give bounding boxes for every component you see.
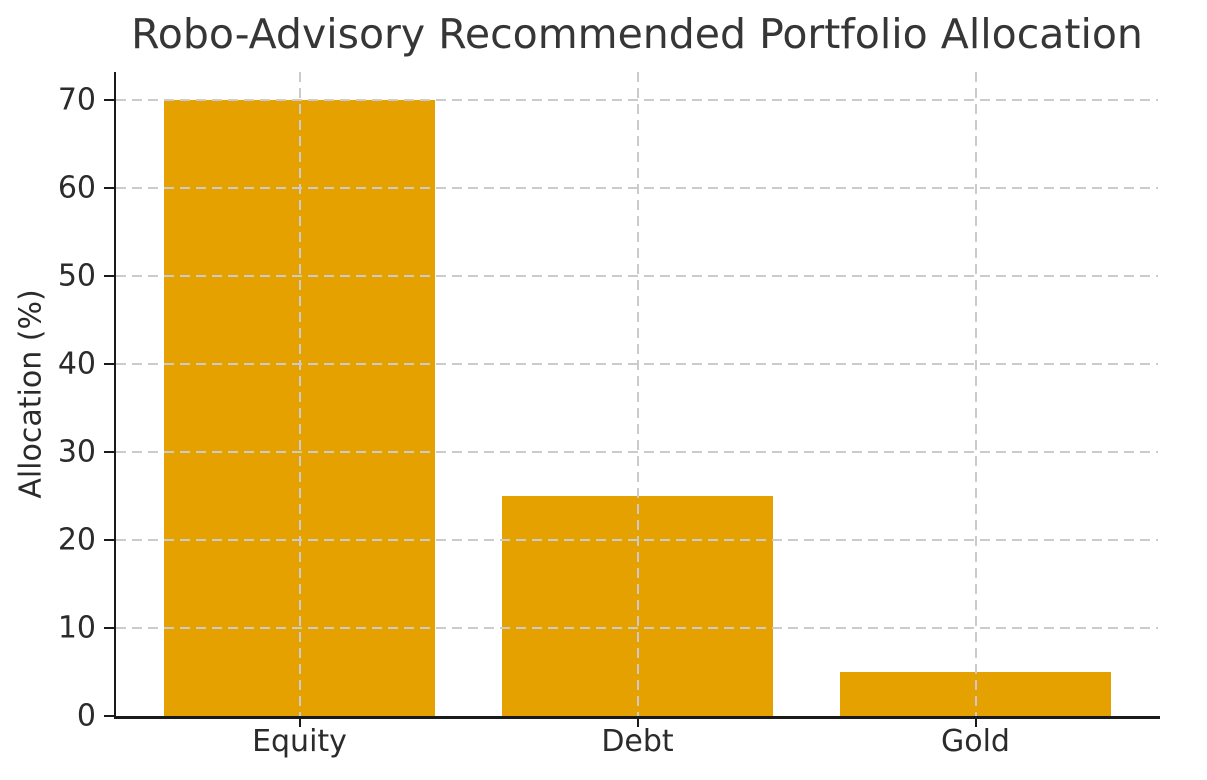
x-tick-equity <box>298 719 301 727</box>
chart-title: Robo-Advisory Recommended Portfolio Allo… <box>131 10 1143 58</box>
v-gridline-debt <box>636 72 639 716</box>
y-tick-label-50: 50 <box>57 258 96 294</box>
v-gridline-equity <box>298 72 301 716</box>
y-tick-30 <box>104 451 114 453</box>
x-tick-debt <box>636 719 639 727</box>
x-axis-spine <box>114 716 1160 719</box>
v-gridline-gold <box>974 72 977 716</box>
y-tick-20 <box>104 539 114 541</box>
y-tick-60 <box>104 187 114 189</box>
y-axis-spine <box>114 72 116 719</box>
y-tick-label-20: 20 <box>57 522 96 558</box>
x-tick-label-debt: Debt <box>601 724 674 759</box>
x-tick-label-gold: Gold <box>941 724 1010 759</box>
y-tick-0 <box>104 715 114 717</box>
y-tick-label-0: 0 <box>76 698 96 734</box>
y-tick-40 <box>104 363 114 365</box>
y-tick-50 <box>104 275 114 277</box>
x-tick-gold <box>974 719 977 727</box>
y-tick-label-70: 70 <box>57 82 96 118</box>
x-tick-label-equity: Equity <box>252 724 347 759</box>
y-tick-label-40: 40 <box>57 346 96 382</box>
y-tick-label-60: 60 <box>57 170 96 206</box>
y-tick-70 <box>104 99 114 101</box>
y-tick-label-10: 10 <box>57 610 96 646</box>
y-tick-10 <box>104 627 114 629</box>
plot-area: 0 10 20 30 40 50 60 70 Equity Debt Gold <box>58 72 1160 759</box>
y-tick-label-30: 30 <box>57 434 96 470</box>
